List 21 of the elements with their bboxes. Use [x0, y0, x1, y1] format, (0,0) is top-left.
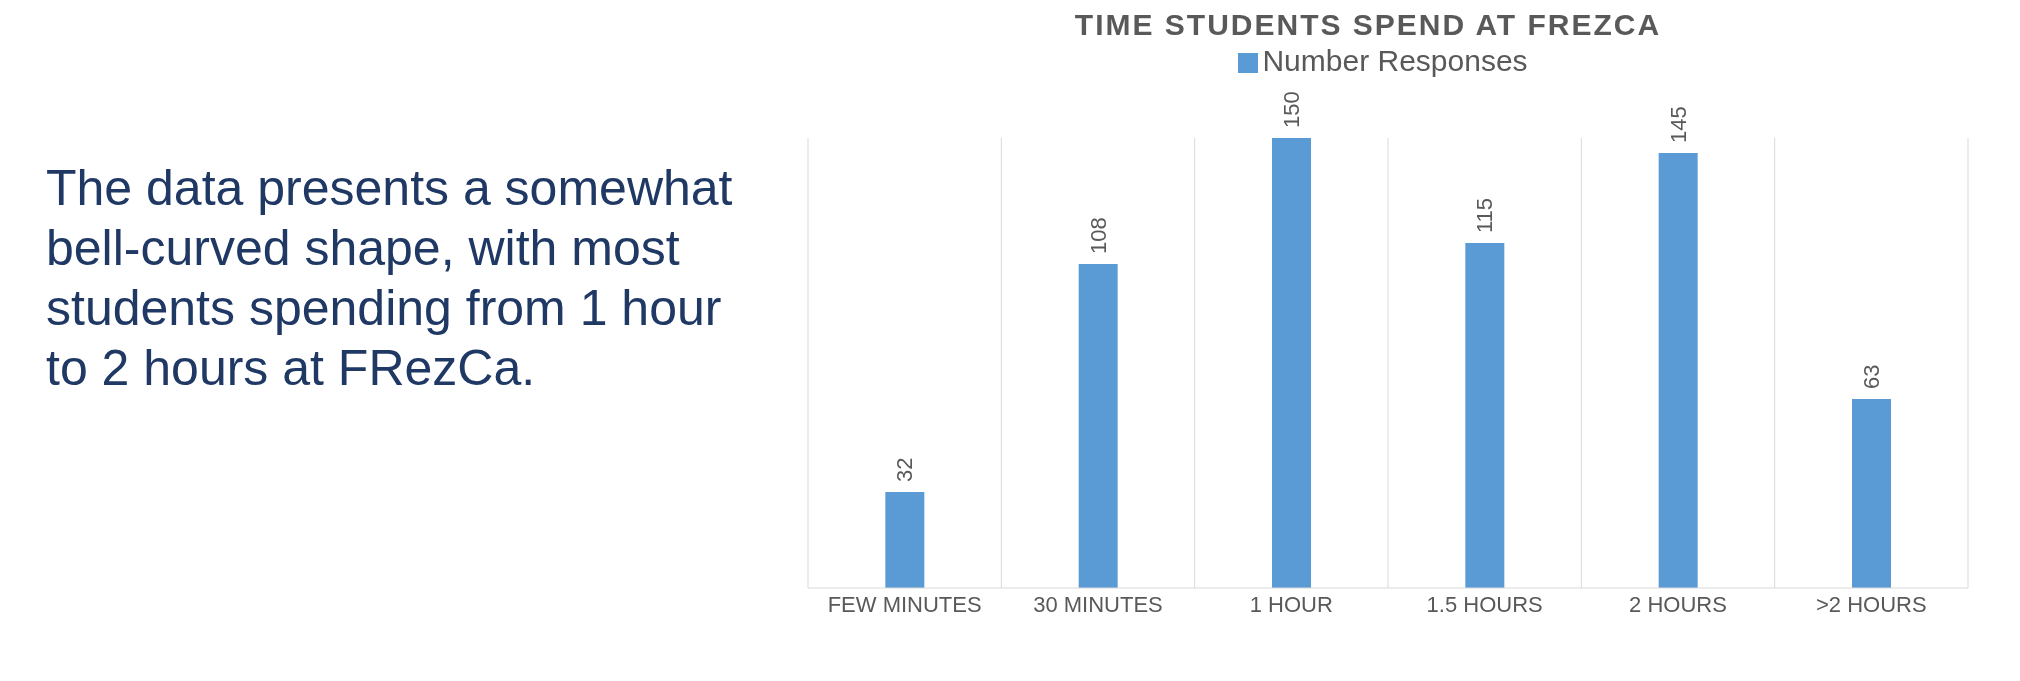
bar	[885, 492, 925, 588]
chart-title: TIME STUDENTS SPEND AT FREZCA	[1073, 8, 1663, 43]
bar	[1852, 399, 1891, 588]
x-tick-label: 30 MINUTES	[1033, 591, 1163, 617]
data-label: 63	[1859, 364, 1884, 389]
data-label: 32	[892, 457, 918, 482]
legend-label: Number Responses	[1262, 44, 1528, 77]
bar	[1078, 264, 1118, 588]
bar	[1658, 153, 1698, 588]
bar	[1465, 243, 1505, 588]
data-label: 150	[1279, 91, 1304, 128]
x-tick-label: FEW MINUTES	[827, 591, 982, 617]
x-tick-label: 1 HOUR	[1249, 591, 1333, 617]
x-tick-label: 2 HOURS	[1629, 591, 1727, 617]
text: The data presents a somewhat bell-curved shape, with most students spending from 1 hour to 2 hours at FRezCa.	[46, 159, 734, 398]
x-tick-label: >2 HOURS	[1816, 591, 1927, 617]
x-tick-label: 1.5 HOURS	[1426, 591, 1543, 617]
data-label: 115	[1472, 197, 1498, 233]
data-label: 108	[1085, 217, 1111, 254]
bar	[1272, 138, 1311, 588]
data-label: 145	[1665, 106, 1691, 143]
